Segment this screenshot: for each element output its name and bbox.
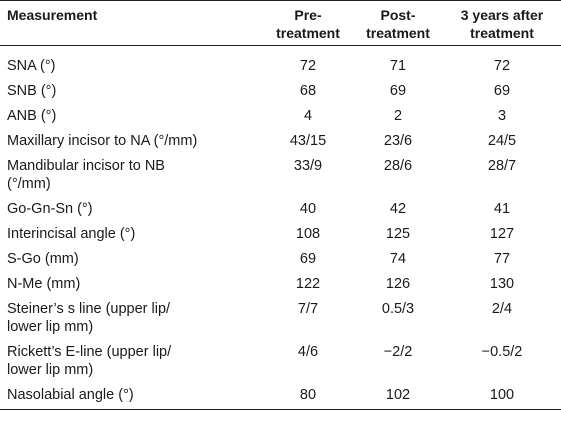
pretreatment-value: 40 bbox=[299, 201, 317, 217]
measurement-cell: Rickett’s E-line (upper lip/ lower lip m… bbox=[7, 344, 172, 378]
posttreatment-value: −2/2 bbox=[383, 344, 413, 360]
three-years-after-value: 127 bbox=[489, 226, 515, 242]
measurement-cell: Interincisal angle (°) bbox=[7, 226, 136, 242]
measurement-cell: SNB (°) bbox=[7, 83, 57, 99]
table-row: Steiner’s s line (upper lip/ lower lip m… bbox=[0, 297, 561, 340]
measurement-cell: Mandibular incisor to NB (°/mm) bbox=[7, 158, 165, 192]
table-row: Mandibular incisor to NB (°/mm) 33/9 28/6 2… bbox=[0, 154, 561, 197]
table-row: ANB (°) 4 2 3 bbox=[0, 104, 561, 129]
table-row: N-Me (mm) 122 126 130 bbox=[0, 272, 561, 297]
table-row: SNB (°) 68 69 69 bbox=[0, 79, 561, 104]
posttreatment-value: 74 bbox=[389, 251, 407, 267]
pretreatment-value: 4 bbox=[303, 108, 313, 124]
pretreatment-value: 122 bbox=[295, 276, 321, 292]
three-years-after-value: 77 bbox=[493, 251, 511, 267]
table-body: SNA (°) 72 71 72 SNB (°) 68 69 69 ANB (°) 4 2 3 Maxi… bbox=[0, 46, 561, 410]
posttreatment-value: 28/6 bbox=[383, 158, 413, 174]
three-years-after-value: 3 bbox=[497, 108, 507, 124]
posttreatment-value: 2 bbox=[393, 108, 403, 124]
header-posttreatment: Post- treatment bbox=[353, 0, 443, 46]
three-years-after-value: 2/4 bbox=[491, 301, 513, 317]
three-years-after-value: 24/5 bbox=[487, 133, 517, 149]
measurement-cell: Go-Gn-Sn (°) bbox=[7, 201, 93, 217]
three-years-after-value: 130 bbox=[489, 276, 515, 292]
pretreatment-value: 4/6 bbox=[297, 344, 319, 360]
table-row: Go-Gn-Sn (°) 40 42 41 bbox=[0, 197, 561, 222]
pretreatment-value: 43/15 bbox=[289, 133, 327, 149]
table-header: Measurement Pre- treatment Post- treatme… bbox=[0, 0, 561, 46]
three-years-after-value: −0.5/2 bbox=[481, 344, 523, 360]
three-years-after-value: 72 bbox=[493, 58, 511, 74]
pretreatment-value: 33/9 bbox=[293, 158, 323, 174]
measurement-cell: N-Me (mm) bbox=[7, 276, 81, 292]
posttreatment-value: 126 bbox=[385, 276, 411, 292]
posttreatment-value: 42 bbox=[389, 201, 407, 217]
measurement-cell: Maxillary incisor to NA (°/mm) bbox=[7, 133, 198, 149]
three-years-after-value: 41 bbox=[493, 201, 511, 217]
table-row: Maxillary incisor to NA (°/mm) 43/15 23/6 2… bbox=[0, 129, 561, 154]
table-row: S-Go (mm) 69 74 77 bbox=[0, 247, 561, 272]
pretreatment-value: 7/7 bbox=[297, 301, 319, 317]
posttreatment-value: 69 bbox=[389, 83, 407, 99]
posttreatment-value: 102 bbox=[353, 383, 443, 410]
cephalometric-measurements-table: Measurement Pre- treatment Post- treatme… bbox=[0, 0, 561, 410]
measurement-cell: Steiner’s s line (upper lip/ lower lip m… bbox=[7, 301, 171, 335]
posttreatment-value: 0.5/3 bbox=[381, 301, 415, 317]
pretreatment-value: 72 bbox=[299, 58, 317, 74]
table-row: Interincisal angle (°) 108 125 127 bbox=[0, 222, 561, 247]
header-measurement: Measurement bbox=[0, 0, 263, 46]
header-3-years-after-label: 3 years after treatment bbox=[460, 7, 544, 41]
posttreatment-value: 125 bbox=[385, 226, 411, 242]
pretreatment-value: 69 bbox=[299, 251, 317, 267]
pretreatment-value: 80 bbox=[263, 383, 353, 410]
measurement-cell: S-Go (mm) bbox=[7, 251, 79, 267]
pretreatment-value: 68 bbox=[299, 83, 317, 99]
measurement-cell: Nasolabial angle (°) bbox=[0, 383, 263, 410]
pretreatment-value: 108 bbox=[295, 226, 321, 242]
table-row: SNA (°) 72 71 72 bbox=[0, 46, 561, 80]
posttreatment-value: 23/6 bbox=[383, 133, 413, 149]
three-years-after-value: 69 bbox=[493, 83, 511, 99]
header-measurement-label: Measurement bbox=[7, 7, 98, 23]
header-3-years-after: 3 years after treatment bbox=[443, 0, 561, 46]
header-pretreatment-label: Pre- treatment bbox=[276, 7, 340, 41]
header-posttreatment-label: Post- treatment bbox=[366, 7, 430, 41]
three-years-after-value: 100 bbox=[443, 383, 561, 410]
header-row: Measurement Pre- treatment Post- treatme… bbox=[0, 0, 561, 46]
posttreatment-value: 71 bbox=[389, 58, 407, 74]
measurement-cell: SNA (°) bbox=[7, 58, 56, 74]
three-years-after-value: 28/7 bbox=[487, 158, 517, 174]
header-pretreatment: Pre- treatment bbox=[263, 0, 353, 46]
measurement-cell: ANB (°) bbox=[7, 108, 57, 124]
table-row: Nasolabial angle (°) 80 102 100 bbox=[0, 383, 561, 410]
table-row: Rickett’s E-line (upper lip/ lower lip m… bbox=[0, 340, 561, 383]
